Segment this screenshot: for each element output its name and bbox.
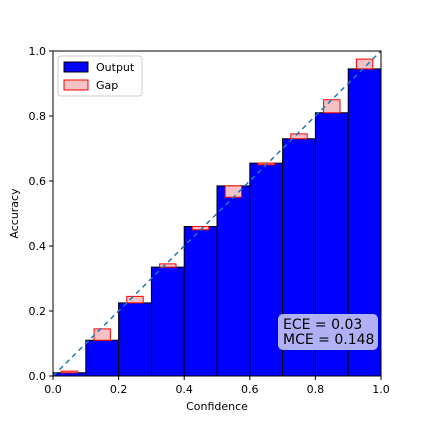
y-tick-label: 1.0 <box>29 45 47 58</box>
x-tick-label: 1.0 <box>372 383 390 396</box>
legend-swatch-output <box>63 61 89 73</box>
x-axis-label: Confidence <box>186 400 248 413</box>
output-bar <box>85 339 120 377</box>
legend-label-gap: Gap <box>96 79 118 92</box>
y-tick-label: 0.8 <box>29 110 47 123</box>
x-tick-label: 0.8 <box>307 383 325 396</box>
ece-value: ECE = 0.03 <box>283 317 362 333</box>
legend: Output Gap <box>57 55 143 97</box>
output-bar <box>118 302 152 377</box>
x-tick-label: 0.4 <box>175 383 193 396</box>
x-tick-label: 0.0 <box>44 383 62 396</box>
gap-bar <box>323 99 341 114</box>
output-bar <box>216 185 251 377</box>
y-tick-label: 0.6 <box>29 175 47 188</box>
gap-bar <box>355 58 374 70</box>
output-bar <box>150 266 185 377</box>
y-tick-label: 0.0 <box>29 370 47 383</box>
x-tick-label: 0.6 <box>241 383 259 396</box>
gap-bar <box>93 328 111 341</box>
output-bar <box>183 226 218 377</box>
x-tick-label: 0.2 <box>110 383 128 396</box>
y-tick-label: 0.4 <box>29 240 47 253</box>
gap-bar <box>60 370 79 374</box>
x-axis-ticks: 0.0 0.2 0.4 0.6 0.8 1.0 <box>44 376 390 396</box>
metrics-box <box>278 314 378 350</box>
y-tick-label: 0.2 <box>29 305 47 318</box>
y-axis-ticks: 0.0 0.2 0.4 0.6 0.8 1.0 <box>29 45 53 383</box>
y-axis-label: Accuracy <box>8 188 21 239</box>
perfect-calibration-line <box>52 50 382 377</box>
legend-label-output: Output <box>96 61 135 74</box>
legend-swatch-gap <box>63 79 89 91</box>
metrics-annotation: ECE = 0.03 MCE = 0.148 <box>278 314 378 350</box>
axes-frame <box>52 50 382 377</box>
output-bar <box>249 162 284 377</box>
gap-bar <box>126 295 144 304</box>
gap-bar <box>159 263 177 268</box>
gap-bar <box>290 133 308 140</box>
mce-value: MCE = 0.148 <box>283 332 374 348</box>
